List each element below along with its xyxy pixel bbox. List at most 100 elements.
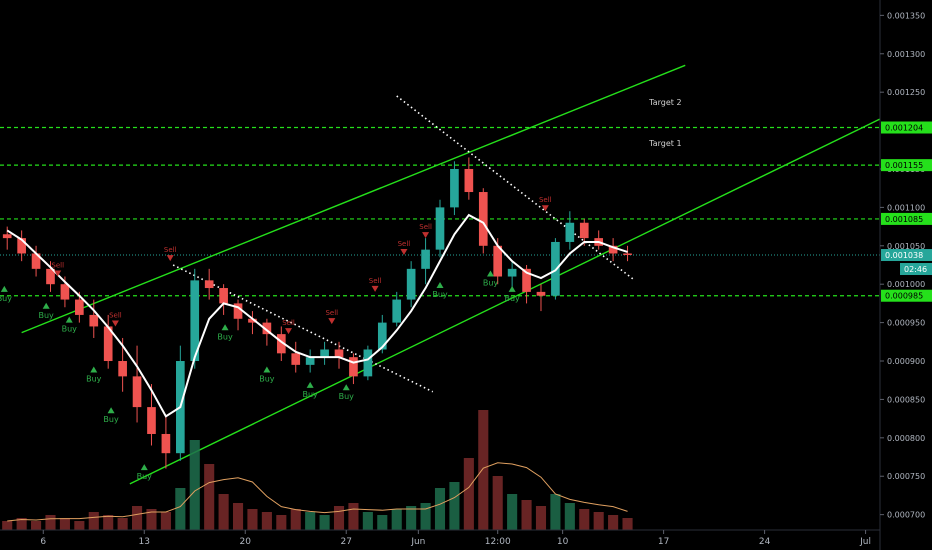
volume-bar	[175, 488, 186, 530]
candle-body	[565, 222, 575, 242]
price-badges: 0.001204 0.001155 0.001085 0.000985 0.001038…	[881, 121, 932, 302]
candle-body	[118, 361, 127, 377]
volume-bar	[2, 521, 13, 530]
volume-bar	[160, 512, 171, 530]
buy-label: Buy	[339, 392, 355, 401]
buy-label: Buy	[86, 375, 102, 384]
volume-bar	[449, 482, 460, 530]
buy-arrow	[306, 381, 314, 388]
volume-bar	[247, 509, 258, 530]
level-badge	[881, 289, 932, 302]
buy-label: Buy	[137, 472, 153, 481]
volume-bar	[463, 458, 474, 530]
price-tick-label: 0.001300	[887, 50, 925, 59]
buy-arrow	[221, 324, 229, 331]
candle-body	[190, 280, 200, 362]
buy-label: Buy	[103, 415, 119, 424]
candle-body	[305, 357, 315, 365]
candle-body	[89, 314, 99, 327]
resistance-lines	[172, 95, 636, 393]
volume-bar	[74, 521, 85, 530]
current-price-badge	[881, 249, 932, 262]
volume-bar	[146, 509, 157, 530]
channel-line	[129, 118, 881, 485]
candle-body	[349, 357, 358, 377]
buy-label: Buy	[504, 294, 520, 303]
volume-bar	[261, 512, 272, 530]
signals: Buy Buy Sell Buy Buy Sell Buy Buy Sell Buy Buy Sell…	[0, 196, 552, 481]
candle-body	[103, 326, 113, 362]
sell-label: Sell	[282, 319, 295, 327]
candle-body	[363, 349, 373, 377]
candle-body	[17, 238, 26, 254]
candle-body	[248, 318, 257, 323]
candle-body	[31, 253, 41, 269]
candle-body	[204, 280, 214, 289]
volume-bar	[117, 518, 128, 530]
sell-arrow	[328, 318, 336, 325]
sell-label: Sell	[398, 240, 411, 248]
volume-bar	[305, 512, 316, 530]
countdown-label: 02:46	[904, 265, 927, 274]
candle-body	[219, 288, 228, 304]
volume-bar	[103, 515, 114, 530]
time-tick-label: Jun	[410, 537, 425, 547]
volume-bar	[406, 506, 417, 530]
countdown-badge	[900, 263, 932, 276]
level-badge	[881, 212, 932, 225]
volume-bar	[333, 506, 345, 530]
candle-body	[262, 322, 272, 335]
sell-arrow	[541, 205, 549, 212]
ma-line	[6, 213, 628, 418]
time-axis: 6 13 20 27 Jun 12:00 10 17 24 Jul	[40, 530, 871, 547]
volume-bar	[507, 494, 518, 530]
sell-arrow	[54, 270, 62, 277]
volume-bar	[31, 521, 42, 530]
volume-bar	[132, 506, 143, 530]
volume-bar	[608, 515, 619, 530]
candles	[2, 157, 632, 469]
volume-bar	[434, 488, 446, 530]
candle-body	[377, 322, 387, 350]
volume-bar	[204, 464, 215, 530]
price-tick-label: 0.001000	[887, 280, 925, 289]
buy-label: Buy	[303, 390, 319, 399]
volume-bar	[59, 518, 70, 530]
buy-label: Buy	[483, 279, 499, 288]
sell-arrow	[285, 328, 293, 335]
level-badge	[881, 159, 932, 172]
volume-ma-line	[7, 462, 628, 522]
buy-label: Buy	[259, 375, 275, 384]
volume-bar	[45, 515, 56, 530]
volume-bar	[319, 515, 330, 530]
volume-bar	[550, 494, 561, 530]
sell-label: Sell	[419, 223, 432, 231]
sell-arrow	[166, 255, 174, 262]
channel-lines	[21, 64, 881, 485]
volume-bar	[276, 515, 287, 530]
buy-arrow	[65, 316, 73, 323]
candle-body	[579, 222, 589, 239]
buy-arrow	[486, 270, 494, 277]
candle-body	[276, 334, 286, 354]
price-tick-label: 0.000750	[887, 472, 925, 481]
buy-label: Buy	[432, 290, 448, 299]
volume-bar	[579, 509, 590, 530]
sell-arrow	[371, 285, 379, 292]
volume-bar	[290, 509, 301, 530]
volume-bar	[622, 518, 633, 530]
buy-arrow	[342, 384, 350, 391]
volume-bar	[16, 518, 27, 530]
volume-bar	[377, 515, 388, 530]
sell-label: Sell	[325, 309, 338, 317]
sell-arrow	[111, 320, 119, 327]
buy-label: Buy	[39, 311, 55, 320]
price-tick-label: 0.001100	[887, 203, 925, 212]
candle-body	[507, 268, 517, 277]
volume-bars	[2, 410, 633, 530]
volume-bar	[189, 440, 200, 530]
buy-label: Buy	[0, 294, 12, 303]
volume-bar	[420, 503, 431, 530]
